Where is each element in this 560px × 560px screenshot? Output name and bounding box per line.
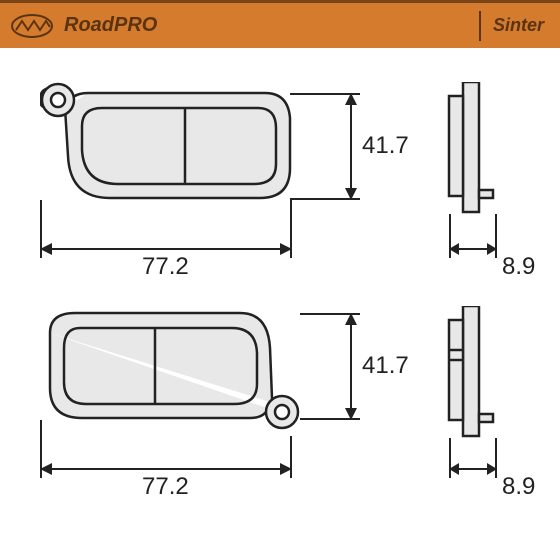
brake-pad-bottom-front	[40, 308, 300, 473]
dim-width-top: 77.2	[142, 253, 189, 281]
product-subtitle: Sinter	[493, 15, 544, 36]
product-name: RoadPRO	[64, 14, 157, 37]
dim-arrow-icon	[487, 243, 497, 255]
brake-pad-top-front	[40, 78, 300, 243]
dim-arrow-icon	[345, 408, 357, 420]
dim-line	[40, 468, 292, 470]
dim-line	[350, 93, 352, 200]
header: RoadPRO Sinter	[0, 0, 560, 48]
dim-line	[350, 313, 352, 420]
dim-width-bottom: 77.2	[142, 473, 189, 501]
header-divider	[479, 11, 481, 41]
diagram-area: 41.7 77.2 8.9 41.7	[0, 48, 560, 560]
dim-arrow-icon	[40, 243, 52, 255]
dim-arrow-icon	[280, 243, 292, 255]
dim-arrow-icon	[345, 188, 357, 200]
dim-arrow-icon	[345, 313, 357, 325]
dim-height-top: 41.7	[362, 132, 409, 160]
dim-arrow-icon	[449, 463, 459, 475]
dim-arrow-icon	[40, 463, 52, 475]
dim-thickness-bottom: 8.9	[502, 473, 535, 501]
header-main: RoadPRO Sinter	[0, 3, 560, 48]
dim-arrow-icon	[345, 93, 357, 105]
dim-arrow-icon	[280, 463, 292, 475]
dim-line	[40, 248, 292, 250]
dim-arrow-icon	[487, 463, 497, 475]
dim-height-bottom: 41.7	[362, 352, 409, 380]
dim-arrow-icon	[449, 243, 459, 255]
brand-logo-icon	[10, 12, 54, 40]
dim-thickness-top: 8.9	[502, 253, 535, 281]
